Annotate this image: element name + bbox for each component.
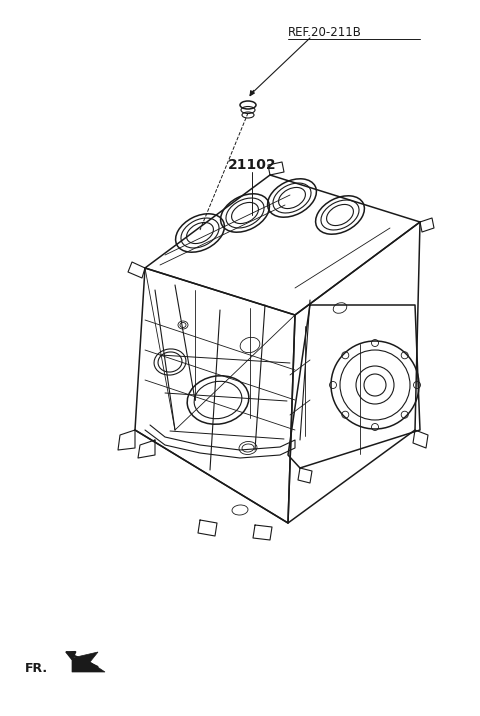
Text: FR.: FR.: [25, 662, 48, 674]
Text: REF.20-211B: REF.20-211B: [288, 26, 362, 39]
Text: 21102: 21102: [228, 158, 276, 172]
Polygon shape: [72, 652, 105, 672]
